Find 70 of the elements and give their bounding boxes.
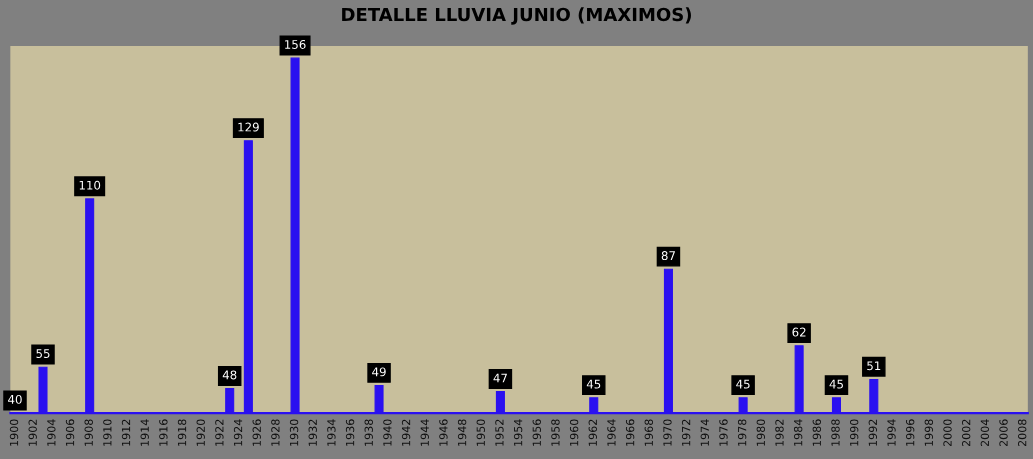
data-label: 110 <box>79 180 101 190</box>
x-tick-label: 1914 <box>140 419 149 446</box>
x-tick-label: 1964 <box>607 419 616 446</box>
x-tick-label: 1938 <box>364 419 373 446</box>
x-tick-label: 1954 <box>513 419 523 446</box>
data-label: 45 <box>736 379 750 389</box>
x-tick-label: 1910 <box>103 419 112 446</box>
x-tick-label: 2002 <box>961 419 971 447</box>
x-tick-label: 1962 <box>588 419 597 446</box>
x-tick-label: 2006 <box>999 419 1008 447</box>
x-tick-label: 1904 <box>47 419 56 446</box>
data-label: 87 <box>661 251 675 261</box>
x-tick-label: 1968 <box>644 419 653 446</box>
x-tick-label: 1974 <box>700 419 709 446</box>
data-label: 45 <box>829 379 843 389</box>
x-tick-label: 1982 <box>775 419 784 446</box>
x-tick-label: 1944 <box>420 419 429 446</box>
x-tick-label: 1992 <box>868 419 878 446</box>
x-tick-label: 1994 <box>887 419 896 446</box>
x-tick-label: 1956 <box>532 419 541 446</box>
x-tick-label: 1906 <box>65 419 75 446</box>
x-tick-label: 2008 <box>1017 419 1027 447</box>
x-tick-label: 1942 <box>401 419 411 446</box>
x-tick-label: 1934 <box>327 419 336 446</box>
x-tick-label: 1936 <box>345 419 355 446</box>
x-tick-label: 1926 <box>252 419 261 446</box>
x-tick-label: 1900 <box>9 419 19 446</box>
x-tick-label: 1996 <box>905 419 915 446</box>
x-tick-label: 1948 <box>457 419 467 446</box>
data-label: 55 <box>36 349 50 358</box>
x-tick-label: 1940 <box>383 419 392 446</box>
data-label: 62 <box>792 327 806 337</box>
x-tick-label: 1960 <box>569 419 579 446</box>
x-tick-label: 1950 <box>476 419 485 446</box>
x-tick-label: 1932 <box>308 419 317 446</box>
x-tick-label: 1930 <box>289 419 299 446</box>
data-label: 40 <box>8 394 22 404</box>
x-tick-label: 1946 <box>439 419 448 446</box>
x-tick-label: 1908 <box>84 419 93 446</box>
x-tick-label: 1902 <box>28 419 37 446</box>
data-label: 47 <box>493 373 507 383</box>
x-tick-label: 1978 <box>737 419 747 446</box>
x-tick-label: 1918 <box>177 419 187 446</box>
data-label: 48 <box>222 370 237 380</box>
x-tick-label: 1966 <box>625 419 635 446</box>
x-tick-label: 1970 <box>663 419 672 446</box>
x-tick-label: 1928 <box>271 419 280 446</box>
x-tick-label: 1952 <box>495 419 504 446</box>
x-tick-label: 1972 <box>681 419 691 446</box>
x-tick-label: 1922 <box>215 419 224 446</box>
x-tick-label: 1998 <box>924 419 934 446</box>
data-label: 49 <box>372 367 386 377</box>
data-label: 51 <box>867 361 881 371</box>
x-tick-label: 1984 <box>793 419 803 446</box>
x-tick-label: 1924 <box>233 419 243 446</box>
x-tick-label: 2004 <box>980 419 990 447</box>
x-tick-label: 1980 <box>756 419 766 446</box>
data-label: 45 <box>586 379 601 389</box>
x-tick-label: 1916 <box>159 419 168 446</box>
x-tick-label: 1976 <box>719 419 728 446</box>
x-tick-label: 1986 <box>812 419 822 446</box>
x-tick-label: 1912 <box>121 419 131 446</box>
data-label: 129 <box>238 122 259 132</box>
x-tick-label: 1958 <box>551 419 560 446</box>
x-tick-label: 1920 <box>196 419 205 446</box>
chart-title: DETALLE LLUVIA JUNIO (MAXIMOS) <box>342 7 691 25</box>
x-tick-label: 1990 <box>849 419 859 446</box>
x-tick-label: 2000 <box>943 419 952 447</box>
x-tick-label: 1988 <box>831 419 840 446</box>
data-label: 156 <box>285 39 306 49</box>
